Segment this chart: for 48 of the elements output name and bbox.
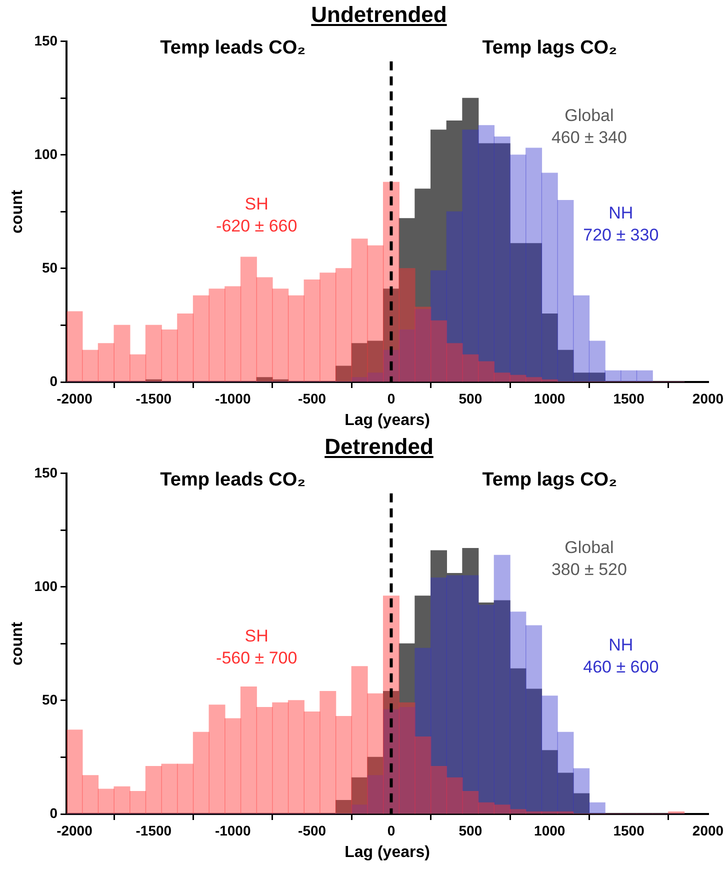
- x-tick-label: 1000: [534, 390, 566, 406]
- chart-title: Undetrended: [310, 1, 448, 29]
- y-tick-label: 150: [34, 32, 58, 48]
- x-tick-label: 1000: [534, 822, 566, 838]
- x-tick-label: -1500: [136, 822, 172, 838]
- annotation: 460 ± 340: [551, 128, 627, 147]
- x-tick-label: 0: [387, 390, 396, 406]
- chart-title: Detrended: [324, 433, 434, 461]
- annotation: Temp lags CO₂: [482, 37, 618, 58]
- x-tick-label: -1500: [136, 390, 172, 406]
- annotation: Temp leads CO₂: [160, 37, 306, 58]
- x-tick-label: -500: [298, 390, 326, 406]
- y-tick-label: 0: [50, 372, 58, 389]
- annotation: -620 ± 660: [216, 216, 298, 236]
- x-tick-label: 2000: [692, 822, 724, 838]
- text: SH: [244, 626, 268, 646]
- x-tick-label: 0: [387, 822, 396, 838]
- x-tick-label: 2000: [692, 390, 724, 406]
- x-tick-label: -1000: [214, 390, 251, 406]
- x-axis-title: Lag (years): [344, 844, 430, 861]
- y-tick-label: 100: [34, 146, 58, 162]
- text: NH: [608, 636, 634, 655]
- y-tick-label: 50: [42, 259, 58, 276]
- text: NH: [608, 204, 634, 223]
- x-tick-label: -2000: [56, 822, 93, 838]
- text: Global: [564, 538, 614, 557]
- annotation: 460 ± 600: [583, 658, 659, 677]
- x-tick-label: -500: [298, 822, 326, 838]
- y-tick-label: 100: [34, 578, 58, 594]
- annotation: 720 ± 330: [583, 226, 659, 245]
- annotation: Temp lags CO₂: [482, 469, 618, 490]
- x-tick-label: 1500: [613, 822, 645, 838]
- x-tick-label: -1000: [214, 822, 251, 838]
- y-tick-label: 150: [34, 464, 58, 480]
- y-tick-label: 0: [50, 804, 58, 821]
- x-tick-label: 1500: [613, 390, 645, 406]
- text: SH: [244, 194, 268, 214]
- x-tick-label: 500: [458, 822, 482, 838]
- y-axis-title: count: [9, 621, 26, 666]
- x-tick-label: 500: [458, 390, 482, 406]
- x-axis-title: Lag (years): [344, 412, 430, 429]
- annotation: -560 ± 700: [216, 648, 298, 668]
- annotation: 380 ± 520: [551, 560, 627, 579]
- y-tick-label: 50: [42, 691, 58, 708]
- annotation: Temp leads CO₂: [160, 469, 306, 490]
- x-tick-label: -2000: [56, 390, 93, 406]
- y-axis-title: count: [9, 189, 26, 234]
- text: Global: [564, 106, 614, 125]
